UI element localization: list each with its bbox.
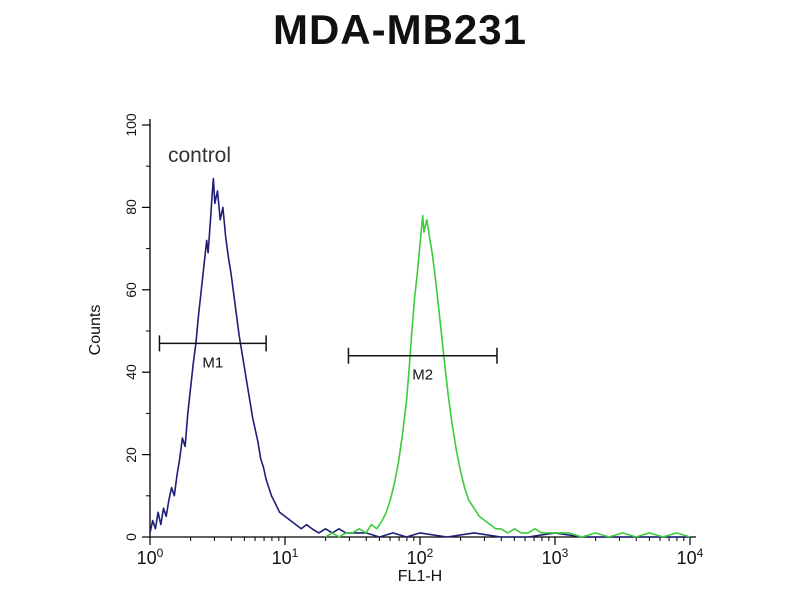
x-tick-label: 102 — [406, 546, 434, 568]
y-tick-label: 40 — [123, 364, 139, 380]
y-tick-label: 20 — [123, 446, 139, 463]
x-tick-label: 104 — [676, 546, 704, 568]
y-tick-label: 100 — [123, 113, 139, 137]
y-axis-title: Counts — [87, 304, 104, 356]
y-tick-label: 80 — [123, 199, 139, 216]
histogram-curve-stained — [325, 214, 691, 538]
x-tick-label: 103 — [541, 546, 569, 568]
y-tick-label: 60 — [123, 282, 139, 298]
chart-title: MDA-MB231 — [272, 6, 528, 53]
x-tick-label: 100 — [136, 546, 164, 568]
x-axis-title: FL1-H — [397, 568, 443, 585]
control-annotation: control — [168, 144, 232, 167]
y-tick-label: 0 — [123, 533, 139, 541]
x-tick-label: 101 — [271, 546, 299, 568]
marker-label-M2: M2 — [412, 367, 433, 384]
marker-label-M1: M1 — [202, 354, 223, 371]
histogram-curve-control — [149, 177, 690, 538]
